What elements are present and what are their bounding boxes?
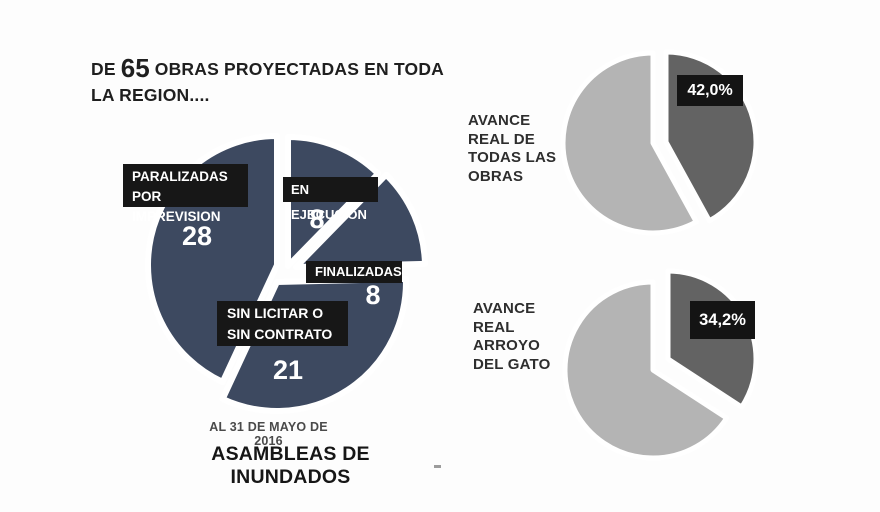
page-title-line1: DE 65 OBRAS PROYECTADAS EN TODA [91, 53, 445, 83]
caption-avance-todas-las-obras: AVANCE REAL DE TODAS LAS OBRAS [468, 112, 557, 185]
stray-dash-mark [434, 465, 441, 468]
label-sin-licitar-o-sin-contrato: SIN LICITAR O SIN CONTRATO [217, 301, 348, 346]
value-paralizadas: 28 [181, 221, 213, 251]
obras-por-estado-slice-1 [293, 171, 428, 270]
value-sin-licitar: 21 [272, 355, 304, 385]
label-finalizadas: FINALIZADAS [306, 261, 402, 283]
avance-real-arroyo-del-gato-slice-1 [562, 279, 730, 461]
pct-label-arroyo-del-gato: 34,2% [690, 301, 755, 339]
avance-real-arroyo-del-gato-pie [562, 268, 759, 461]
page-title-line2: LA REGION.... [91, 85, 210, 105]
value-finalizadas: 8 [365, 280, 381, 310]
caption-avance-arroyo-del-gato: AVANCE REAL ARROYO DEL GATO [473, 300, 551, 373]
value-en-ejecucion: 8 [309, 204, 325, 234]
page-title: DE 65 OBRAS PROYECTADAS EN TODA LA REGIO… [91, 53, 445, 106]
obras-count: 65 [120, 53, 150, 83]
label-paralizadas-por-imprevision: PARALIZADAS POR IMPREVISION [123, 164, 248, 224]
date-note: AL 31 DE MAYO DE 2016 [209, 420, 328, 448]
pct-label-todas-las-obras: 42,0% [677, 75, 743, 106]
avance-real-todas-las-obras-slice-1 [560, 50, 699, 236]
label-en-ejecucion: EN EJECUCION [283, 177, 378, 222]
source-caption: ASAMBLEAS DE INUNDADOS [211, 443, 370, 488]
